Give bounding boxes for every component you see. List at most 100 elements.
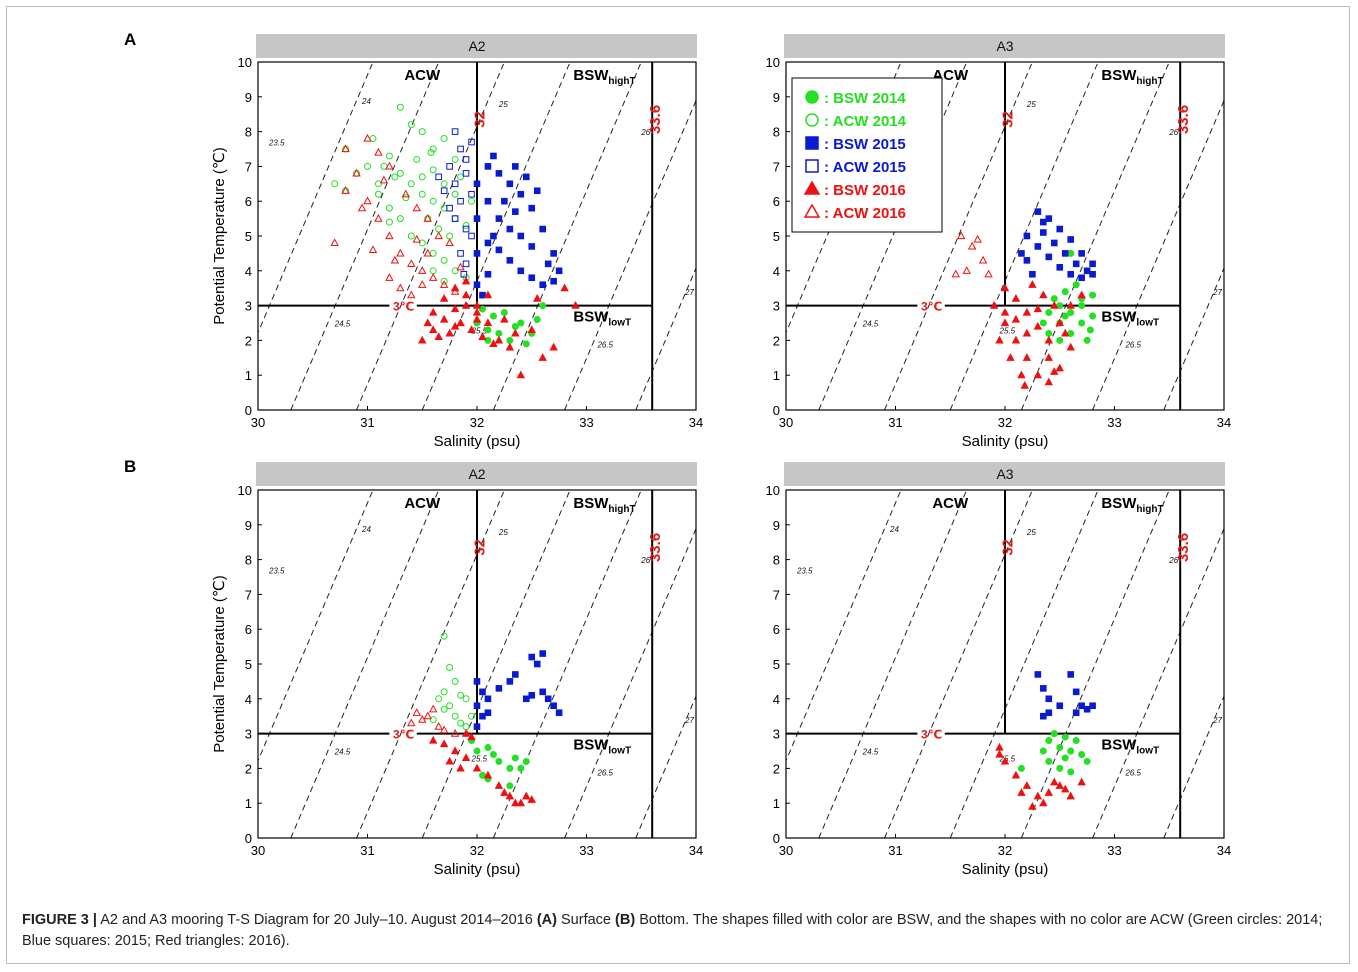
- caption-text: A2 and A3 mooring T-S Diagram for 20 Jul…: [100, 912, 533, 928]
- data-point-acw-2016: [379, 175, 389, 184]
- data-point-acw-2014: [435, 695, 443, 703]
- data-point-acw-2016: [423, 711, 432, 720]
- density-isoline: [1020, 62, 1170, 410]
- data-point-bsw-2016: [1022, 781, 1032, 789]
- data-point-bsw-2015: [1050, 239, 1058, 247]
- data-point-bsw-2015: [1045, 695, 1053, 703]
- data-point-acw-2016: [434, 722, 443, 730]
- density-label: 24.5: [862, 319, 879, 328]
- data-point-bsw-2014: [506, 336, 514, 344]
- bsw-low-label: BSWlowT: [1101, 308, 1159, 328]
- legend-marker: [805, 136, 819, 150]
- y-tick-label: 0: [773, 831, 780, 846]
- data-point-acw-2014: [418, 128, 426, 136]
- data-point-bsw-2015: [479, 712, 486, 720]
- data-point-acw-2016: [445, 238, 454, 247]
- data-point-bsw-2016: [1006, 353, 1015, 361]
- data-point-bsw-2015: [555, 267, 563, 275]
- data-point-bsw-2015: [1045, 253, 1053, 261]
- data-point-bsw-2016: [1050, 300, 1059, 309]
- y-tick-label: 4: [773, 692, 780, 707]
- data-point-bsw-2016: [1028, 802, 1037, 810]
- y-tick-label: 10: [766, 55, 780, 70]
- salinity-336-label: 33.6: [647, 105, 664, 134]
- density-isoline: [356, 62, 505, 410]
- data-point-bsw-2016: [1000, 307, 1010, 316]
- data-point-bsw-2015: [484, 163, 492, 170]
- data-point-acw-2014: [396, 215, 404, 223]
- data-point-bsw-2016: [1066, 791, 1075, 800]
- data-point-bsw-2015: [550, 702, 557, 710]
- data-point-bsw-2015: [533, 187, 541, 195]
- data-point-bsw-2015: [473, 678, 481, 685]
- data-point-bsw-2015: [1067, 236, 1075, 243]
- data-point-bsw-2015: [512, 163, 519, 170]
- data-point-bsw-2015: [512, 208, 519, 215]
- data-point-bsw-2014: [517, 319, 525, 327]
- data-point-bsw-2016: [428, 325, 438, 334]
- data-point-acw-2014: [374, 190, 382, 198]
- data-point-bsw-2014: [1050, 295, 1058, 303]
- data-point-acw-2014: [396, 169, 404, 177]
- density-label: 24.5: [334, 319, 351, 328]
- data-point-bsw-2015: [495, 170, 503, 177]
- density-label: 25: [1026, 100, 1036, 109]
- data-point-bsw-2016: [516, 370, 526, 379]
- data-point-bsw-2015: [528, 274, 536, 282]
- data-point-acw-2016: [418, 266, 427, 274]
- data-point-acw-2014: [385, 152, 393, 160]
- data-point-bsw-2015: [1018, 250, 1025, 257]
- data-point-bsw-2016: [1039, 290, 1048, 299]
- data-point-bsw-2016: [439, 314, 449, 323]
- density-isoline: [949, 62, 1099, 410]
- data-point-acw-2016: [363, 133, 372, 142]
- data-point-bsw-2014: [1089, 312, 1097, 320]
- data-point-acw-2016: [450, 728, 460, 737]
- data-point-acw-2016: [396, 248, 405, 257]
- x-tick-label: 31: [888, 415, 902, 430]
- x-tick-label: 34: [1217, 415, 1231, 430]
- data-point-acw-2016: [423, 213, 432, 222]
- data-point-bsw-2016: [560, 283, 569, 292]
- bsw-high-subscript: highT: [1136, 76, 1163, 87]
- density-label: 25.5: [999, 754, 1016, 763]
- data-point-bsw-2014: [1078, 750, 1086, 758]
- density-isoline: [1092, 527, 1224, 838]
- y-tick-label: 4: [773, 264, 780, 279]
- density-label: 25.5: [999, 326, 1016, 335]
- data-point-bsw-2015: [533, 660, 541, 668]
- data-point-bsw-2016: [1000, 283, 1010, 292]
- data-point-acw-2015: [462, 170, 470, 177]
- density-isoline: [564, 527, 696, 838]
- data-point-bsw-2014: [1061, 288, 1069, 296]
- data-point-bsw-2016: [478, 332, 487, 341]
- x-tick-label: 33: [579, 843, 593, 858]
- data-point-bsw-2015: [484, 270, 492, 278]
- data-point-bsw-2016: [461, 290, 471, 299]
- data-point-acw-2014: [440, 632, 448, 640]
- data-point-acw-2015: [457, 145, 464, 153]
- density-label: 24.5: [862, 747, 879, 756]
- data-point-acw-2014: [418, 173, 426, 181]
- density-label: 27: [684, 288, 694, 297]
- chart-panel-2: A323.52424.52525.52626.527ACWBSWhighTBSW…: [766, 34, 1231, 450]
- x-axis-label: Salinity (psu): [962, 433, 1049, 450]
- legend-label: : ACW 2014: [824, 113, 907, 130]
- data-point-bsw-2015: [484, 709, 492, 717]
- data-point-bsw-2016: [527, 325, 536, 334]
- data-point-bsw-2016: [472, 763, 482, 772]
- y-tick-label: 9: [773, 90, 780, 105]
- section-label-a: A: [124, 30, 137, 49]
- data-point-bsw-2016: [461, 276, 471, 285]
- data-point-acw-2016: [401, 189, 411, 198]
- data-point-acw-2014: [446, 663, 454, 671]
- y-tick-label: 3: [773, 299, 780, 314]
- data-point-bsw-2015: [517, 232, 525, 240]
- data-point-bsw-2016: [445, 756, 454, 765]
- data-point-acw-2016: [956, 231, 966, 240]
- bsw-high-subscript: highT: [1136, 504, 1163, 515]
- data-point-bsw-2014: [1067, 768, 1075, 776]
- data-point-acw-2014: [429, 716, 437, 724]
- data-point-bsw-2016: [450, 321, 460, 330]
- data-point-bsw-2014: [1017, 764, 1025, 772]
